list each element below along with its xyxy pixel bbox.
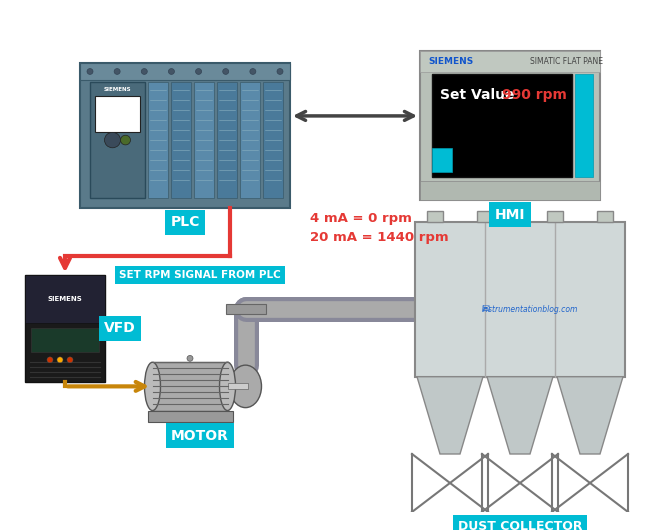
Circle shape: [67, 357, 73, 363]
Text: MOTOR: MOTOR: [171, 429, 229, 443]
Ellipse shape: [220, 362, 235, 411]
Bar: [240, 82, 260, 198]
Bar: [95, 95, 140, 132]
Circle shape: [141, 68, 147, 74]
Circle shape: [250, 68, 256, 74]
Circle shape: [168, 68, 174, 74]
Ellipse shape: [230, 365, 261, 408]
Text: PLC: PLC: [170, 215, 200, 229]
Circle shape: [105, 132, 121, 148]
Bar: [415, 222, 625, 377]
Polygon shape: [487, 377, 553, 454]
Text: 4 mA = 0 rpm: 4 mA = 0 rpm: [310, 212, 412, 225]
Text: 990 rpm: 990 rpm: [502, 88, 567, 102]
Bar: [31, 328, 99, 352]
Bar: [420, 181, 600, 200]
Ellipse shape: [145, 362, 161, 411]
Bar: [432, 148, 452, 172]
Bar: [194, 82, 214, 198]
Text: instrumentationblog.com: instrumentationblog.com: [482, 305, 578, 314]
Text: ✉: ✉: [481, 304, 489, 314]
Circle shape: [47, 357, 53, 363]
Circle shape: [222, 68, 228, 74]
Text: VFD: VFD: [104, 321, 136, 335]
Text: SIEMENS: SIEMENS: [428, 57, 473, 66]
Bar: [80, 63, 290, 208]
Text: SIEMENS: SIEMENS: [48, 296, 82, 302]
Bar: [226, 304, 265, 314]
Circle shape: [87, 68, 93, 74]
Bar: [420, 51, 600, 200]
Bar: [25, 275, 105, 323]
Text: DUST COLLECTOR: DUST COLLECTOR: [458, 520, 582, 530]
Bar: [147, 411, 232, 422]
Polygon shape: [417, 377, 483, 454]
Text: SIMATIC FLAT PANE: SIMATIC FLAT PANE: [530, 57, 603, 66]
Bar: [432, 74, 572, 177]
Bar: [217, 82, 237, 198]
Circle shape: [121, 135, 131, 145]
Polygon shape: [557, 377, 623, 454]
Bar: [575, 74, 593, 177]
Bar: [427, 210, 443, 222]
Bar: [228, 384, 247, 389]
Text: Set Value: Set Value: [440, 88, 515, 102]
Bar: [80, 63, 290, 80]
Bar: [25, 275, 105, 382]
Bar: [153, 362, 228, 411]
Bar: [547, 210, 563, 222]
Circle shape: [196, 68, 202, 74]
Circle shape: [57, 357, 63, 363]
Bar: [148, 82, 168, 198]
Text: HMI: HMI: [494, 208, 525, 222]
Circle shape: [114, 68, 120, 74]
Circle shape: [187, 356, 193, 361]
Text: SIEMENS: SIEMENS: [104, 87, 131, 92]
Bar: [171, 82, 191, 198]
Circle shape: [277, 68, 283, 74]
Bar: [420, 51, 600, 72]
Text: 20 mA = 1440 rpm: 20 mA = 1440 rpm: [310, 232, 449, 244]
Text: SET RPM SIGNAL FROM PLC: SET RPM SIGNAL FROM PLC: [119, 270, 281, 280]
Bar: [263, 82, 283, 198]
Bar: [90, 82, 145, 198]
Bar: [597, 210, 613, 222]
Bar: [477, 210, 493, 222]
